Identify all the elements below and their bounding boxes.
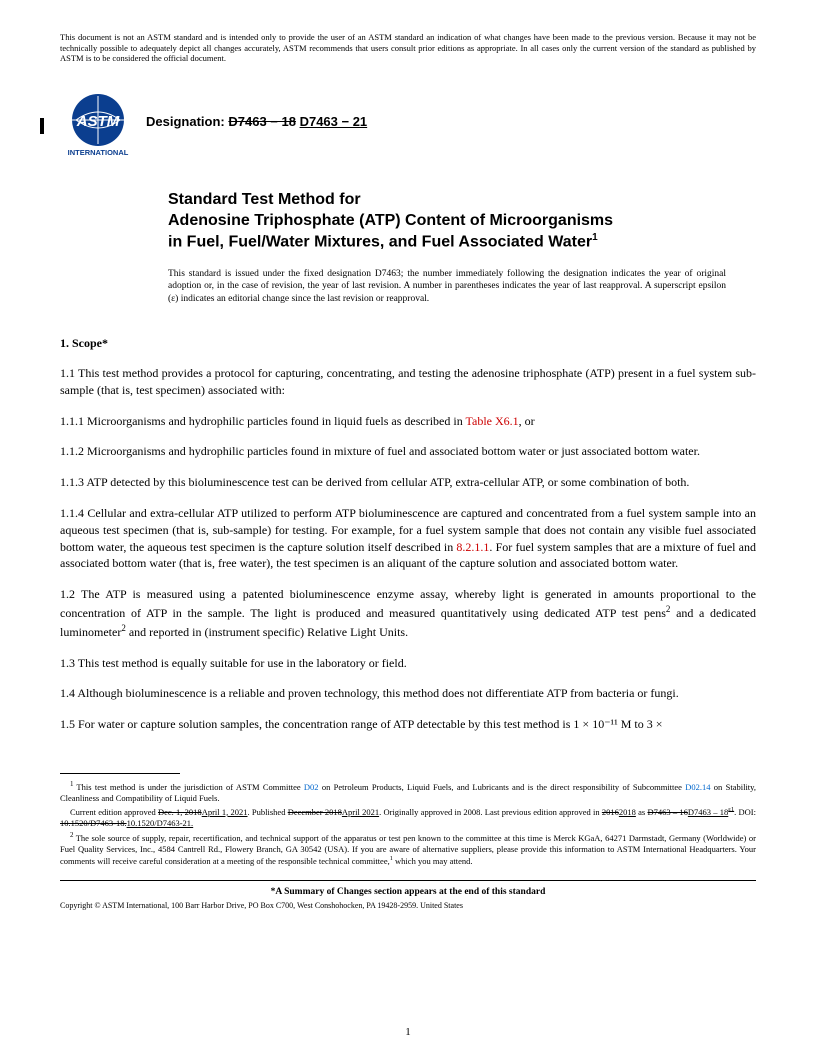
title-line-2: Adenosine Triphosphate (ATP) Content of … bbox=[168, 212, 613, 229]
para-1-3: 1.3 This test method is equally suitable… bbox=[60, 655, 756, 672]
designation-new: D7463 − 21 bbox=[300, 114, 368, 129]
astm-logo: ASTM INTERNATIONAL bbox=[64, 92, 132, 160]
para-1-1-2: 1.1.2 Microorganisms and hydrophilic par… bbox=[60, 443, 756, 460]
footnotes: 1 This test method is under the jurisdic… bbox=[60, 780, 756, 868]
change-bar bbox=[40, 118, 44, 134]
designation: Designation: D7463 − 18 D7463 − 21 bbox=[146, 114, 367, 129]
header-row: ASTM INTERNATIONAL Designation: D7463 − … bbox=[40, 92, 756, 160]
summary-of-changes-note: *A Summary of Changes section appears at… bbox=[60, 887, 756, 897]
footnote-edition: Current edition approved Dec. 1, 2018Apr… bbox=[60, 806, 756, 830]
para-1-1-1: 1.1.1 Microorganisms and hydrophilic par… bbox=[60, 413, 756, 430]
top-disclaimer: This document is not an ASTM standard an… bbox=[60, 32, 756, 64]
link-subcommittee-d0214[interactable]: D02.14 bbox=[685, 782, 710, 792]
svg-text:ASTM: ASTM bbox=[76, 113, 120, 130]
copyright-line: Copyright © ASTM International, 100 Barr… bbox=[60, 901, 756, 910]
ref-table-x6-1[interactable]: Table X6.1 bbox=[466, 414, 519, 428]
title-footnote-marker: 1 bbox=[592, 232, 598, 243]
page-number: 1 bbox=[0, 1026, 816, 1038]
para-1-5: 1.5 For water or capture solution sample… bbox=[60, 716, 756, 733]
title-block: Standard Test Method for Adenosine Triph… bbox=[168, 190, 756, 254]
footnote-1: 1 This test method is under the jurisdic… bbox=[60, 780, 756, 805]
para-1-1-4: 1.1.4 Cellular and extra-cellular ATP ut… bbox=[60, 505, 756, 572]
document-title: Standard Test Method for Adenosine Triph… bbox=[168, 190, 756, 254]
footnote-separator bbox=[60, 773, 180, 774]
designation-old: D7463 − 18 bbox=[228, 114, 296, 129]
footnote-2: 2 The sole source of supply, repair, rec… bbox=[60, 831, 756, 868]
scope-heading: 1. Scope* bbox=[60, 336, 756, 351]
para-1-4: 1.4 Although bioluminescence is a reliab… bbox=[60, 685, 756, 702]
title-line-1: Standard Test Method for bbox=[168, 191, 361, 208]
issuance-note: This standard is issued under the fixed … bbox=[168, 268, 756, 306]
bottom-separator bbox=[60, 880, 756, 881]
para-1-2: 1.2 The ATP is measured using a patented… bbox=[60, 586, 756, 640]
designation-label: Designation: bbox=[146, 114, 225, 129]
astm-logo-icon: ASTM INTERNATIONAL bbox=[64, 92, 132, 160]
para-1-1-3: 1.1.3 ATP detected by this bioluminescen… bbox=[60, 474, 756, 491]
svg-text:INTERNATIONAL: INTERNATIONAL bbox=[68, 148, 129, 157]
link-committee-d02[interactable]: D02 bbox=[304, 782, 319, 792]
page-container: This document is not an ASTM standard an… bbox=[0, 0, 816, 950]
para-1-1: 1.1 This test method provides a protocol… bbox=[60, 365, 756, 399]
ref-8-2-1-1[interactable]: 8.2.1.1 bbox=[456, 540, 489, 554]
title-line-3: in Fuel, Fuel/Water Mixtures, and Fuel A… bbox=[168, 234, 592, 251]
